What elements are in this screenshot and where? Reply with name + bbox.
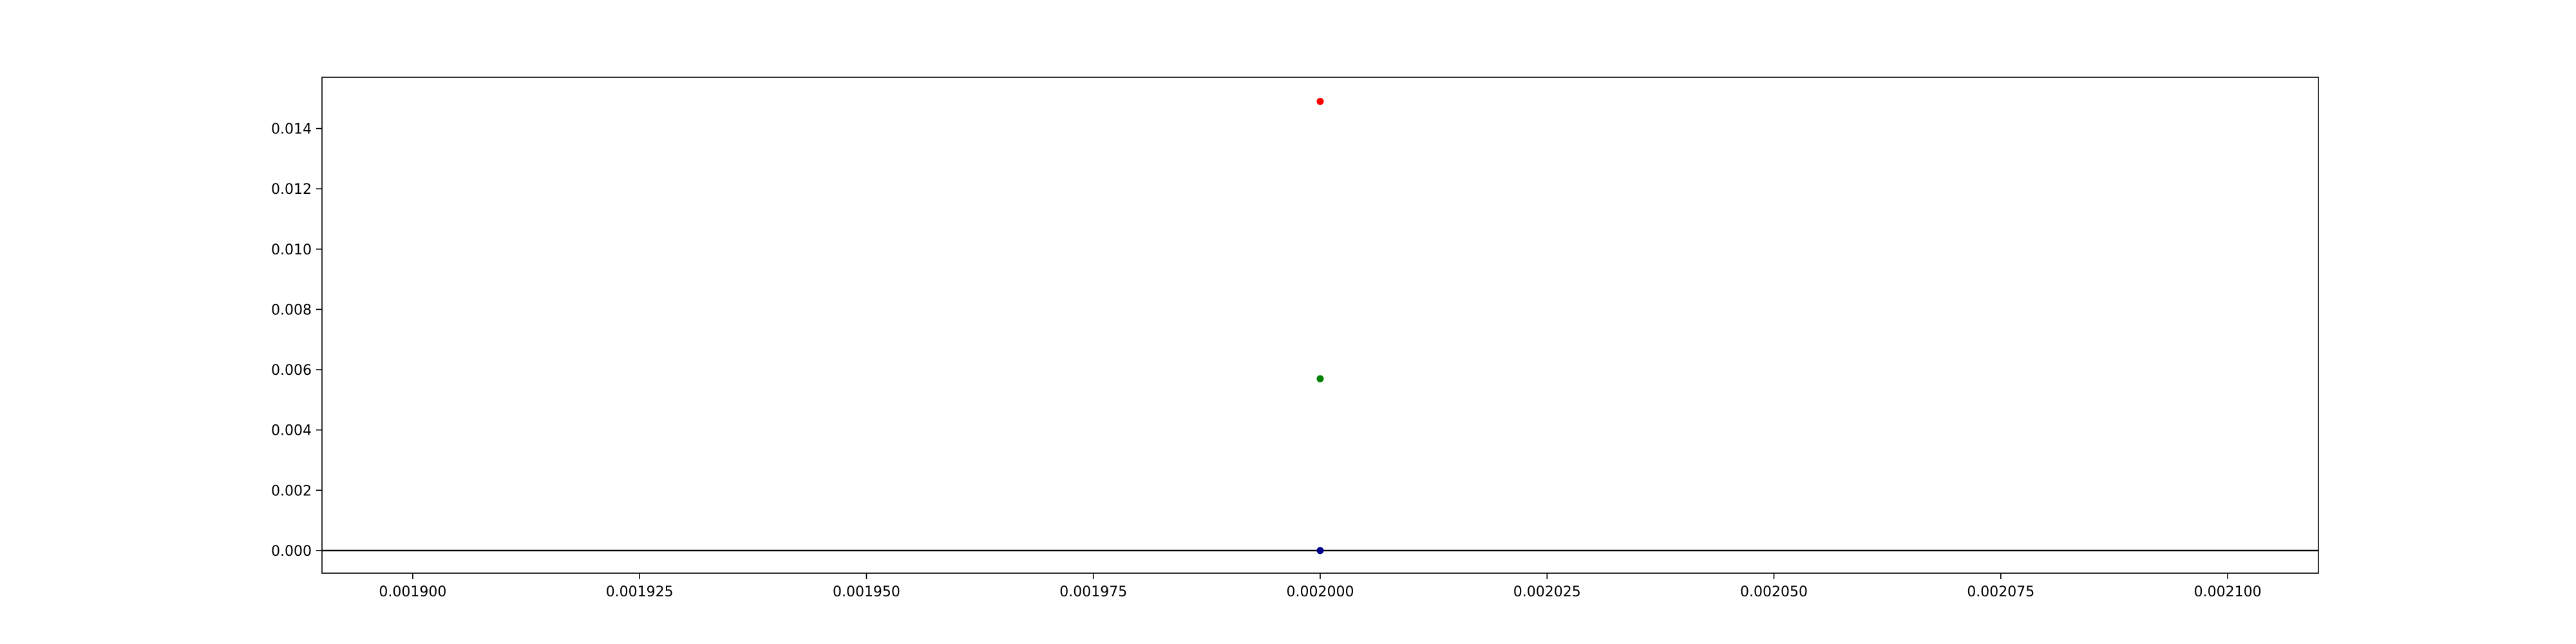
x-tick-label: 0.002000: [1287, 584, 1354, 600]
y-tick-label: 0.004: [271, 423, 312, 439]
x-tick-label: 0.002100: [2194, 584, 2262, 600]
x-tick-label: 0.002050: [1740, 584, 1808, 600]
y-tick-label: 0.012: [271, 182, 312, 198]
x-tick-label: 0.002025: [1513, 584, 1581, 600]
y-axis: 0.000 0.002 0.004 0.006 0.008 0.010 0.012 0.014: [271, 122, 322, 560]
x-tick-label: 0.001950: [833, 584, 900, 600]
axes-background: [322, 77, 2318, 573]
data-points: [1316, 97, 1324, 554]
y-tick-label: 0.002: [271, 483, 312, 499]
y-tick-label: 0.014: [271, 122, 312, 138]
y-tick-label: 0.000: [271, 544, 312, 560]
x-axis: 0.001900 0.001925 0.001950 0.001975 0.002000…: [379, 573, 2262, 600]
axes-frame: [321, 77, 2319, 574]
data-point: [1316, 547, 1324, 554]
y-tick-label: 0.006: [271, 363, 312, 379]
data-point: [1316, 97, 1324, 105]
data-point: [1316, 375, 1324, 383]
x-tick-label: 0.001975: [1059, 584, 1127, 600]
x-tick-label: 0.002075: [1967, 584, 2034, 600]
y-tick-label: 0.010: [271, 242, 312, 258]
y-tick-label: 0.008: [271, 302, 312, 318]
x-tick-label: 0.001925: [606, 584, 674, 600]
plot-area: [322, 77, 2318, 573]
x-tick-label: 0.001900: [379, 584, 446, 600]
